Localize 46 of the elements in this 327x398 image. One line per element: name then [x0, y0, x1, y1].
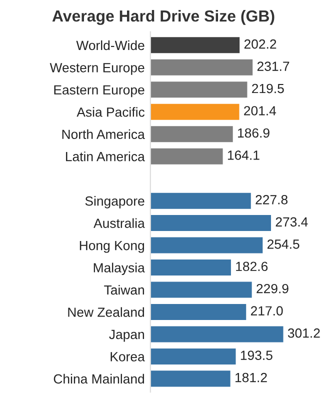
data-label: 273.4: [276, 217, 308, 227]
data-label: 182.6: [236, 262, 268, 272]
y-tick-label: Malaysia: [94, 262, 145, 276]
y-tick-label: World-Wide: [76, 40, 144, 50]
bar: [150, 59, 253, 76]
y-tick-label: Asia Pacific: [76, 107, 145, 117]
bar: [150, 192, 251, 209]
y-tick-label: China Mainland: [54, 374, 144, 384]
y-tick-label: Taiwan: [104, 284, 144, 295]
y-tick-label: Hong Kong: [80, 240, 144, 253]
bar: [150, 215, 272, 232]
data-label: 254.5: [267, 239, 300, 249]
chart-title: Average Hard Drive Size (GB): [52, 10, 274, 25]
data-label: 227.8: [256, 195, 288, 204]
bar: [150, 104, 240, 120]
bar: [150, 260, 231, 276]
data-label: 181.2: [236, 372, 267, 382]
bar: [150, 37, 240, 54]
y-tick-label: Eastern Europe: [54, 85, 144, 98]
bar: [150, 370, 230, 387]
bar: [150, 282, 252, 298]
data-label: 193.5: [240, 350, 272, 360]
y-tick-label: New Zealand: [68, 307, 144, 317]
data-label: 217.0: [250, 306, 283, 316]
data-label: 201.4: [244, 106, 276, 116]
y-tick-label: Latin America: [66, 152, 145, 162]
bar: [150, 82, 248, 98]
data-label: 219.5: [252, 84, 284, 94]
bar: [150, 326, 284, 342]
y-tick-label: Western Europe: [50, 63, 144, 75]
data-label: 231.7: [257, 62, 290, 71]
bar: [150, 348, 236, 364]
data-label: 164.1: [228, 150, 260, 160]
data-label: 301.2: [288, 328, 320, 338]
data-label: 186.9: [238, 128, 270, 138]
bar: [150, 126, 233, 142]
y-tick-label: Singapore: [85, 196, 144, 208]
bar: [150, 304, 246, 320]
bar: [150, 237, 263, 254]
y-tick-label: Japan: [109, 330, 144, 342]
y-tick-label: North America: [62, 129, 145, 140]
bar: [150, 148, 223, 164]
data-label: 202.2: [244, 39, 276, 49]
y-tick-label: Korea: [110, 352, 145, 362]
y-tick-label: Australia: [94, 218, 145, 228]
data-label: 229.9: [256, 284, 288, 294]
